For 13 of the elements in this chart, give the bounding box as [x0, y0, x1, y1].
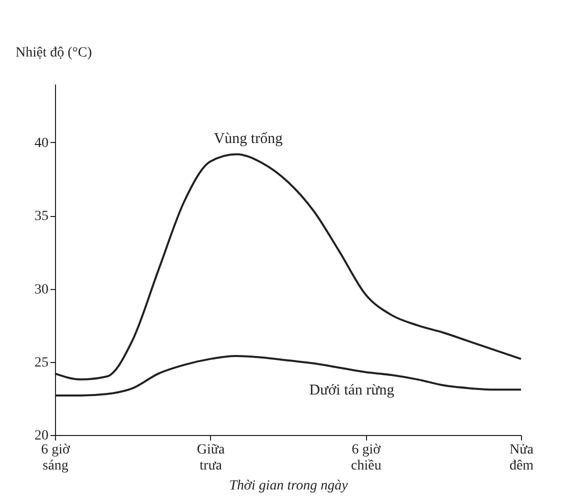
y-tick-label: 40	[34, 136, 48, 151]
series-label: Dưới tán rừng	[309, 382, 395, 399]
y-axis-title: Nhiệt độ (°C)	[16, 46, 92, 60]
y-tick-label: 30	[34, 282, 48, 298]
x-tick-label: Giữa trưa	[196, 442, 226, 474]
x-tick-label: 6 giờ sáng	[41, 442, 70, 474]
x-tick-label: 6 giờ chiều	[351, 442, 382, 474]
x-axis-title: Thời gian trong ngày	[229, 478, 349, 494]
y-tick-label: 35	[34, 209, 48, 224]
x-tick-label: Nửa đêm	[509, 442, 534, 474]
y-tick-label: 25	[34, 355, 48, 370]
series-label: Vùng trống	[214, 131, 284, 148]
y-tick-label: 20	[34, 428, 48, 444]
